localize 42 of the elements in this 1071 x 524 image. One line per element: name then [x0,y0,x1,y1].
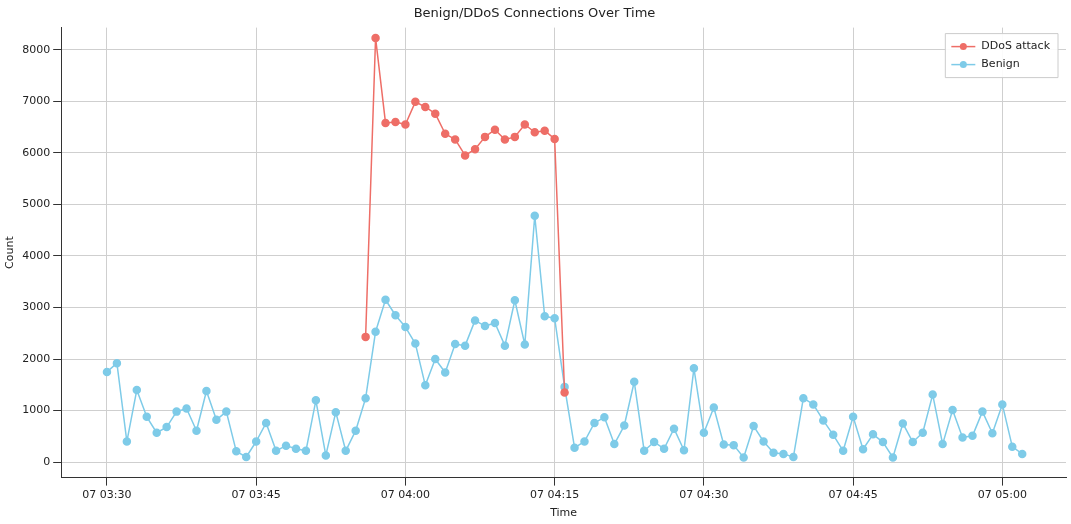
x-tick-label: 07 04:00 [380,488,431,502]
y-tick-label: 8000 [22,42,51,56]
y-tick-label: 1000 [22,403,51,417]
y-tick-label: 2000 [22,351,51,365]
y-tick-label: 3000 [22,300,51,314]
x-tick-label: 07 04:15 [530,488,580,502]
point [540,126,549,135]
y-tick-label: 6000 [22,145,51,159]
point [490,125,500,134]
point [381,118,390,128]
x-tick-label: 07 05:00 [977,488,1027,502]
legend-label: Benign [981,57,1020,71]
y-tick-label: 5000 [22,197,51,211]
point [450,135,460,144]
point [470,145,480,154]
point [550,134,559,144]
x-tick-label: 07 03:45 [231,488,281,502]
y-tick-label: 7000 [22,94,51,108]
x-tick-label: 07 04:30 [679,488,729,502]
x-axis-title: Time [549,506,578,520]
point [361,332,370,342]
y-tick-label: 4000 [22,248,51,262]
y-tick-label: 0 [43,455,51,468]
point [560,388,569,397]
point [460,151,470,160]
point [510,132,520,142]
chart-title: Benign/DDoS Connections Over Time [413,5,656,21]
point [371,33,380,43]
point [431,109,440,118]
point [530,127,539,137]
point [440,129,450,139]
x-tick-label: 07 03:30 [82,488,132,502]
point [391,117,400,127]
point [421,102,430,112]
point [480,132,490,142]
x-tick-label: 07 04:45 [828,488,878,502]
point [520,120,530,129]
legend-label: DDoS attack [981,39,1051,53]
point [411,97,420,107]
point [401,120,410,129]
y-axis-title: Count [3,235,17,269]
point [500,135,510,144]
